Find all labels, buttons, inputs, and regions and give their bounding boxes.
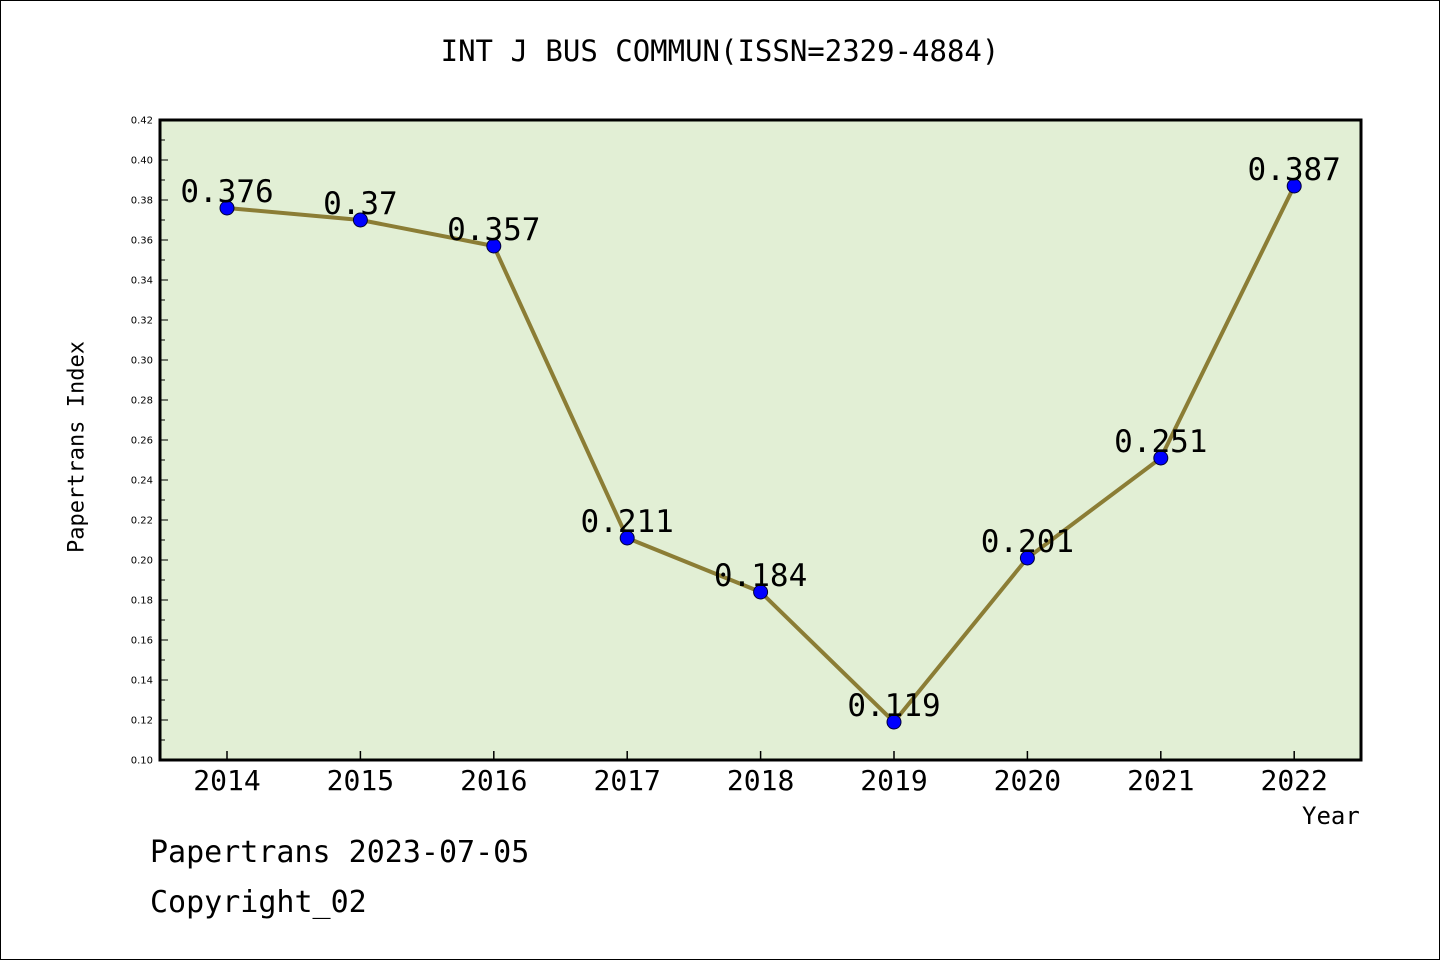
data-label: 0.201 — [981, 524, 1074, 560]
data-point — [1019, 550, 1035, 566]
y-tick-label: 0.20 — [131, 556, 153, 567]
data-label: 0.357 — [447, 212, 540, 248]
data-point — [753, 584, 769, 600]
y-tick-label: 0.14 — [131, 676, 153, 687]
y-tick-label: 0.42 — [131, 116, 153, 127]
data-labels: 0.376 0.37 0.357 0.211 0.184 0.119 0.201 0.251 0… — [180, 152, 1341, 724]
x-tick-label: 2018 — [727, 764, 794, 797]
series-layer — [219, 178, 1302, 730]
data-point — [619, 530, 635, 546]
x-tick-label: 2020 — [994, 764, 1061, 797]
y-tick-label: 0.12 — [131, 716, 153, 727]
x-tick-label: 2014 — [193, 764, 260, 797]
chart-title: INT J BUS COMMUN(ISSN=2329-4884) — [440, 34, 1000, 68]
footer-copyright: Copyright_02 — [150, 885, 367, 920]
x-tick-label: 2016 — [460, 764, 527, 797]
data-label: 0.119 — [847, 688, 940, 724]
data-point — [486, 238, 502, 254]
y-tick-label: 0.34 — [131, 276, 153, 287]
y-tick-label: 0.24 — [131, 476, 153, 487]
data-point — [1153, 450, 1169, 466]
y-tick-label: 0.40 — [131, 156, 153, 167]
y-tick-label: 0.30 — [131, 356, 153, 367]
y-tick-label: 0.28 — [131, 396, 153, 407]
y-tick-label: 0.32 — [131, 316, 153, 327]
x-tick-label: 2021 — [1127, 764, 1194, 797]
y-tick-label: 0.18 — [131, 596, 153, 607]
x-axis: 2014 2015 2016 2017 2018 2019 2020 2021 2022 — [193, 751, 1328, 797]
y-tick-label: 0.26 — [131, 436, 153, 447]
data-label: 0.184 — [714, 558, 807, 594]
y-tick-label: 0.22 — [131, 516, 153, 527]
y-tick-label: 0.10 — [131, 756, 153, 767]
y-axis-label: Papertrans Index — [64, 341, 90, 553]
y-tick-label: 0.16 — [131, 636, 153, 647]
data-label: 0.376 — [180, 174, 273, 210]
x-tick-label: 2019 — [860, 764, 927, 797]
data-label: 0.387 — [1248, 152, 1341, 188]
x-axis-label: Year — [1302, 802, 1360, 830]
data-point — [1286, 178, 1302, 194]
data-point — [352, 212, 368, 228]
x-tick-label: 2017 — [593, 764, 660, 797]
data-point — [219, 200, 235, 216]
data-point — [886, 714, 902, 730]
x-tick-label: 2015 — [327, 764, 394, 797]
data-label: 0.211 — [581, 504, 674, 540]
footer-date: Papertrans 2023-07-05 — [150, 835, 530, 870]
x-tick-label: 2022 — [1260, 764, 1327, 797]
y-axis: 0.10 0.12 0.14 0.16 0.18 0.20 0.22 0.24 0.26 0.28… — [131, 116, 168, 767]
y-tick-label: 0.36 — [131, 236, 153, 247]
data-label: 0.37 — [323, 186, 398, 222]
y-tick-label: 0.38 — [131, 196, 153, 207]
data-label: 0.251 — [1114, 424, 1207, 460]
